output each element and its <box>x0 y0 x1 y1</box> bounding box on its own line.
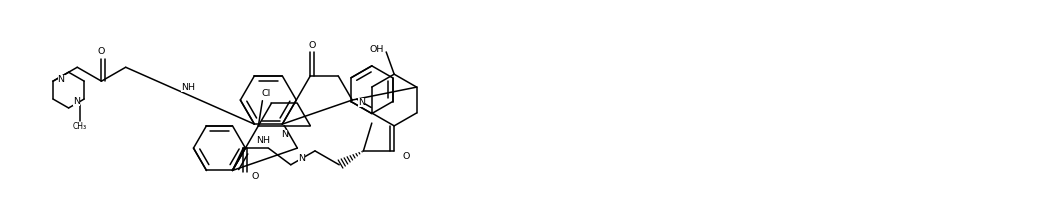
Text: N: N <box>58 75 65 84</box>
Text: N: N <box>357 98 365 106</box>
Text: N: N <box>298 154 305 162</box>
Text: N: N <box>281 130 288 139</box>
Text: NH: NH <box>181 83 195 92</box>
Text: O: O <box>308 41 315 50</box>
Text: O: O <box>97 47 105 56</box>
Text: CH₃: CH₃ <box>73 122 87 131</box>
Text: O: O <box>252 172 259 181</box>
Text: OH: OH <box>369 45 384 54</box>
Text: Cl: Cl <box>262 89 271 98</box>
Text: O: O <box>402 152 410 161</box>
Text: NH: NH <box>257 136 270 145</box>
Text: N: N <box>72 97 80 105</box>
